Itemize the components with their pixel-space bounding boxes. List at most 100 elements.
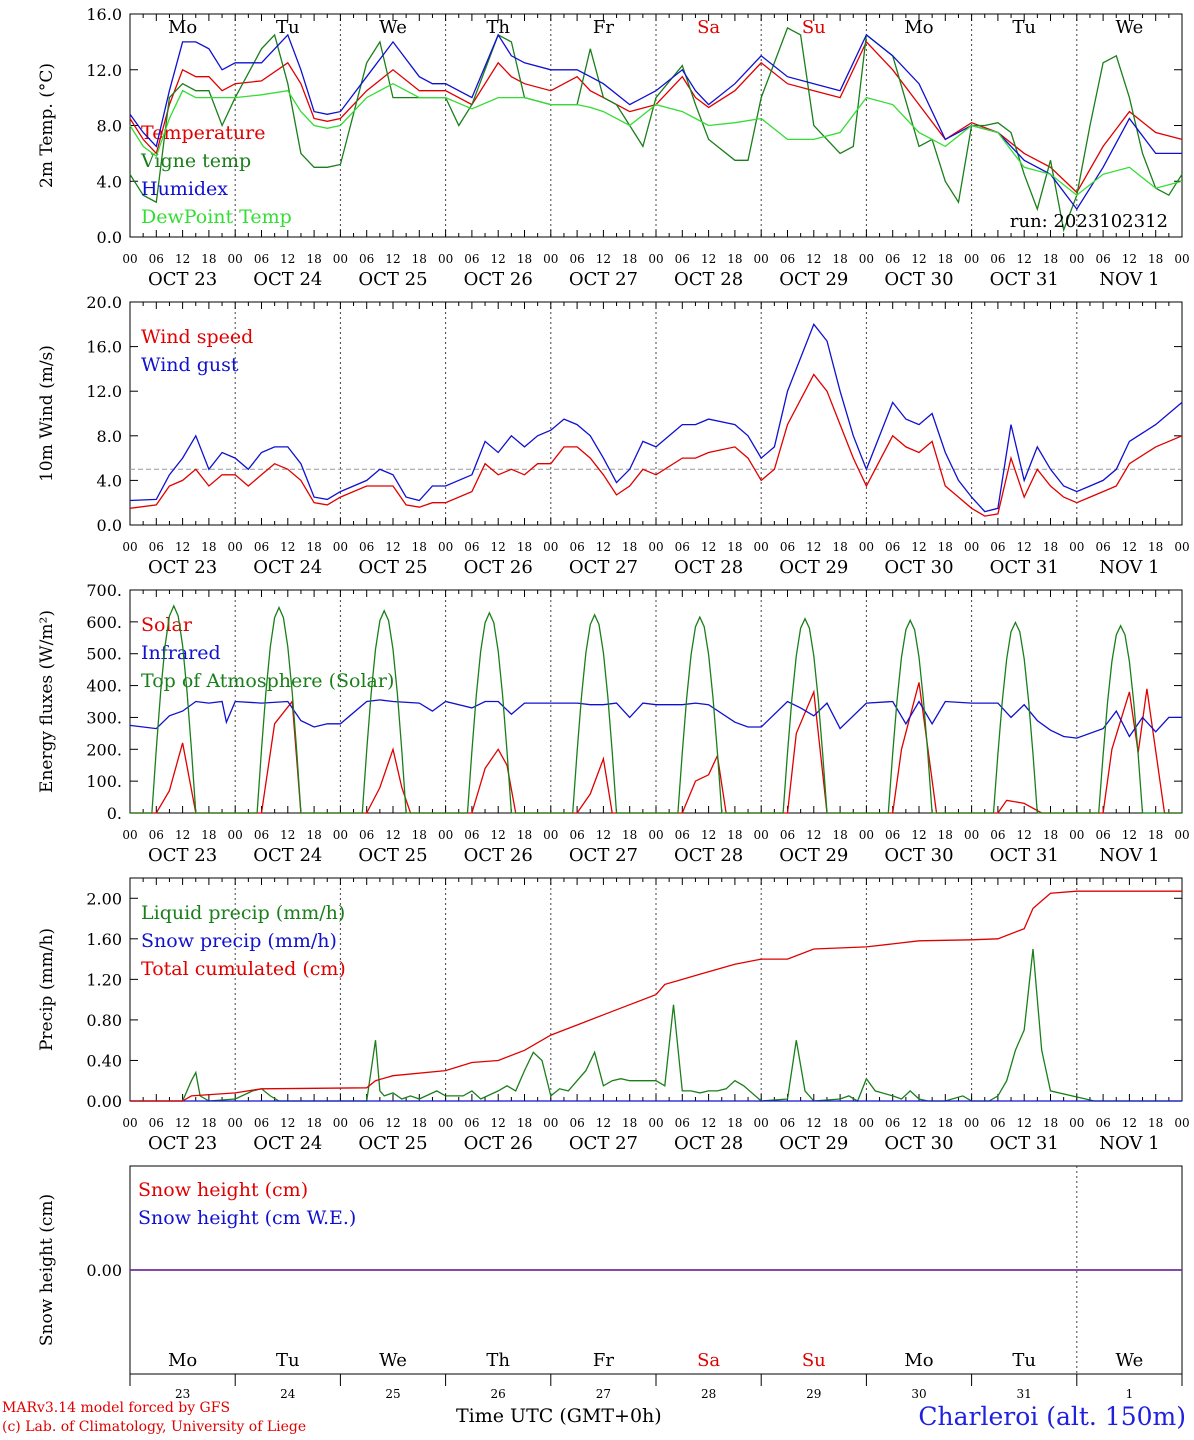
hour-tick-label: 12: [596, 252, 611, 266]
hour-tick-label: 18: [412, 252, 427, 266]
day-name-bottom: Tu: [1012, 1350, 1036, 1371]
day-number: 28: [701, 1387, 716, 1401]
hour-tick-label: 00: [1174, 1116, 1189, 1130]
hour-tick-label: 18: [201, 1116, 216, 1130]
hour-tick-label: 00: [648, 540, 663, 554]
date-label: OCT 31: [990, 1133, 1059, 1154]
y-tick-label: 300.: [86, 708, 122, 727]
date-label: OCT 23: [148, 1133, 217, 1154]
date-label: OCT 29: [779, 557, 848, 578]
hour-tick-label: 06: [990, 540, 1005, 554]
hour-tick-label: 12: [491, 828, 506, 842]
hour-tick-label: 18: [306, 828, 321, 842]
hour-tick-label: 12: [596, 828, 611, 842]
hour-tick-label: 18: [832, 540, 847, 554]
hour-tick-label: 18: [517, 1116, 532, 1130]
hour-tick-label: 00: [228, 828, 243, 842]
legend-entry: Wind speed: [141, 326, 253, 348]
hour-tick-label: 00: [859, 252, 874, 266]
hour-tick-label: 06: [990, 252, 1005, 266]
hour-tick-label: 12: [175, 1116, 190, 1130]
legend-entry: Liquid precip (mm/h): [141, 902, 345, 924]
hour-tick-label: 06: [885, 828, 900, 842]
hour-tick-label: 00: [122, 1116, 137, 1130]
series-infrared: [129, 699, 1182, 739]
date-label: OCT 31: [990, 557, 1059, 578]
hour-tick-label: 06: [1095, 540, 1110, 554]
hour-tick-label: 06: [464, 1116, 479, 1130]
series-temperature: [129, 40, 1183, 194]
hour-tick-label: 18: [201, 828, 216, 842]
hour-tick-label: 18: [517, 252, 532, 266]
hour-tick-label: 12: [701, 1116, 716, 1130]
hour-tick-label: 06: [359, 1116, 374, 1130]
hour-tick-label: 00: [438, 1116, 453, 1130]
day-name-top: Su: [802, 17, 826, 38]
hour-tick-label: 06: [990, 828, 1005, 842]
day-number: 26: [491, 1387, 506, 1401]
hour-tick-label: 06: [149, 540, 164, 554]
hour-tick-label: 06: [780, 540, 795, 554]
hour-tick-label: 00: [754, 828, 769, 842]
hour-tick-label: 18: [1148, 252, 1163, 266]
hour-tick-label: 12: [596, 1116, 611, 1130]
hour-tick-label: 06: [569, 1116, 584, 1130]
y-tick-label: 500.: [86, 645, 122, 664]
date-label: OCT 26: [464, 1133, 533, 1154]
hour-tick-label: 12: [280, 828, 295, 842]
hour-tick-label: 18: [1148, 540, 1163, 554]
date-label: OCT 28: [674, 269, 743, 290]
day-name-bottom: We: [1116, 1350, 1144, 1371]
legend-entry: DewPoint Temp: [141, 206, 292, 228]
hour-tick-label: 12: [1122, 828, 1137, 842]
station-name: Charleroi (alt. 150m): [918, 1402, 1186, 1431]
day-name-top: Fr: [593, 17, 614, 38]
hour-tick-label: 00: [438, 828, 453, 842]
hour-tick-label: 00: [648, 252, 663, 266]
hour-tick-label: 12: [385, 1116, 400, 1130]
date-label: OCT 25: [358, 845, 427, 866]
hour-tick-label: 12: [491, 252, 506, 266]
hour-tick-label: 12: [911, 252, 926, 266]
hour-tick-label: 18: [1148, 828, 1163, 842]
hour-tick-label: 18: [727, 828, 742, 842]
hour-tick-label: 18: [412, 828, 427, 842]
day-name-bottom: Sa: [697, 1350, 720, 1371]
legend-entry: Wind gust: [141, 354, 239, 376]
y-tick-label: 0.80: [86, 1011, 122, 1030]
hour-tick-label: 00: [122, 540, 137, 554]
hour-tick-label: 18: [622, 540, 637, 554]
y-tick-label: 20.0: [86, 293, 122, 312]
hour-tick-label: 06: [885, 540, 900, 554]
hour-tick-label: 18: [201, 252, 216, 266]
hour-tick-label: 06: [780, 1116, 795, 1130]
date-label: OCT 27: [569, 1133, 638, 1154]
hour-tick-label: 18: [727, 1116, 742, 1130]
hour-tick-label: 06: [359, 252, 374, 266]
date-label: OCT 27: [569, 269, 638, 290]
day-name-bottom: Mo: [168, 1350, 197, 1371]
date-label: NOV 1: [1099, 845, 1159, 866]
hour-tick-label: 06: [149, 1116, 164, 1130]
hour-tick-label: 18: [306, 540, 321, 554]
hour-tick-label: 00: [1174, 540, 1189, 554]
hour-tick-label: 12: [911, 1116, 926, 1130]
day-name-top: We: [1116, 17, 1144, 38]
date-label: OCT 26: [464, 845, 533, 866]
hour-tick-label: 18: [938, 828, 953, 842]
hour-tick-label: 00: [754, 1116, 769, 1130]
hour-tick-label: 18: [938, 252, 953, 266]
hour-tick-label: 12: [1017, 540, 1032, 554]
day-name-bottom: Su: [802, 1350, 826, 1371]
date-label: OCT 26: [464, 269, 533, 290]
hour-tick-label: 18: [622, 1116, 637, 1130]
date-label: OCT 24: [253, 845, 322, 866]
day-number: 23: [175, 1387, 190, 1401]
hour-tick-label: 00: [333, 252, 348, 266]
date-label: OCT 23: [148, 557, 217, 578]
y-tick-label: 0.0: [97, 228, 122, 247]
day-name-bottom: Th: [486, 1350, 510, 1371]
date-label: OCT 31: [990, 845, 1059, 866]
hour-tick-label: 12: [175, 252, 190, 266]
hour-tick-label: 00: [228, 1116, 243, 1130]
